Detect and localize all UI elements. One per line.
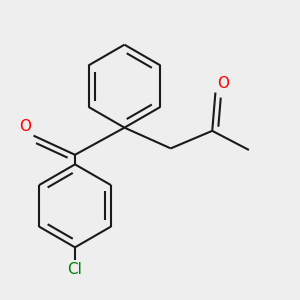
Text: O: O: [20, 119, 32, 134]
Text: Cl: Cl: [68, 262, 82, 277]
Text: O: O: [218, 76, 230, 91]
